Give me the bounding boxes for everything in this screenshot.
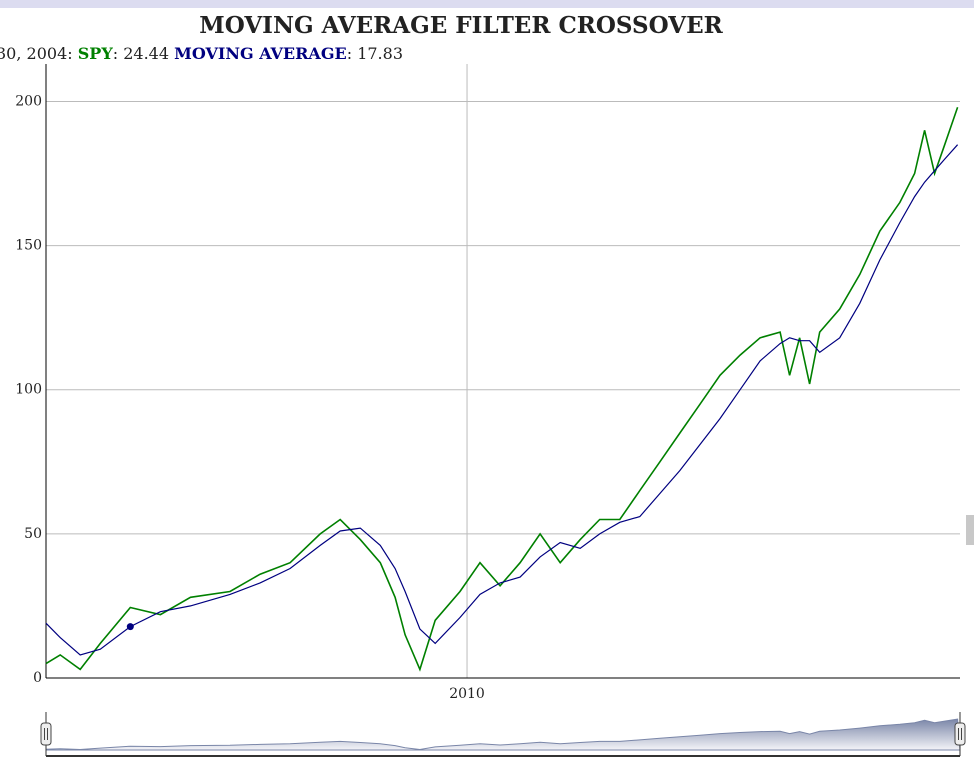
y-tick-label: 50 — [24, 526, 42, 542]
highlight-point — [126, 623, 134, 631]
range-handle[interactable] — [954, 722, 966, 746]
legend-sep: : — [67, 44, 77, 63]
legend: 30, 2004: SPY: 24.44 MOVING AVERAGE: 17.… — [0, 44, 403, 63]
chart-title: MOVING AVERAGE FILTER CROSSOVER — [199, 12, 723, 39]
legend-value: 17.83 — [357, 44, 403, 63]
series-line — [45, 106, 959, 672]
legend-date: 30, 2004 — [0, 44, 67, 63]
legend-name: MOVING AVERAGE — [174, 44, 347, 63]
legend-name: SPY — [78, 44, 114, 63]
series-line — [45, 144, 959, 656]
scrollbar — [966, 515, 974, 545]
y-tick-label: 0 — [33, 670, 42, 686]
legend-sep: : — [113, 44, 123, 63]
legend-value: 24.44 — [123, 44, 169, 63]
y-tick-label: 200 — [15, 93, 42, 109]
legend-sep: : — [347, 44, 357, 63]
top-band — [0, 0, 974, 8]
y-tick-label: 150 — [15, 238, 42, 254]
y-tick-label: 100 — [15, 382, 42, 398]
range-handle[interactable] — [40, 722, 52, 746]
x-tick-label: 2010 — [449, 686, 485, 702]
range-area — [45, 718, 961, 751]
